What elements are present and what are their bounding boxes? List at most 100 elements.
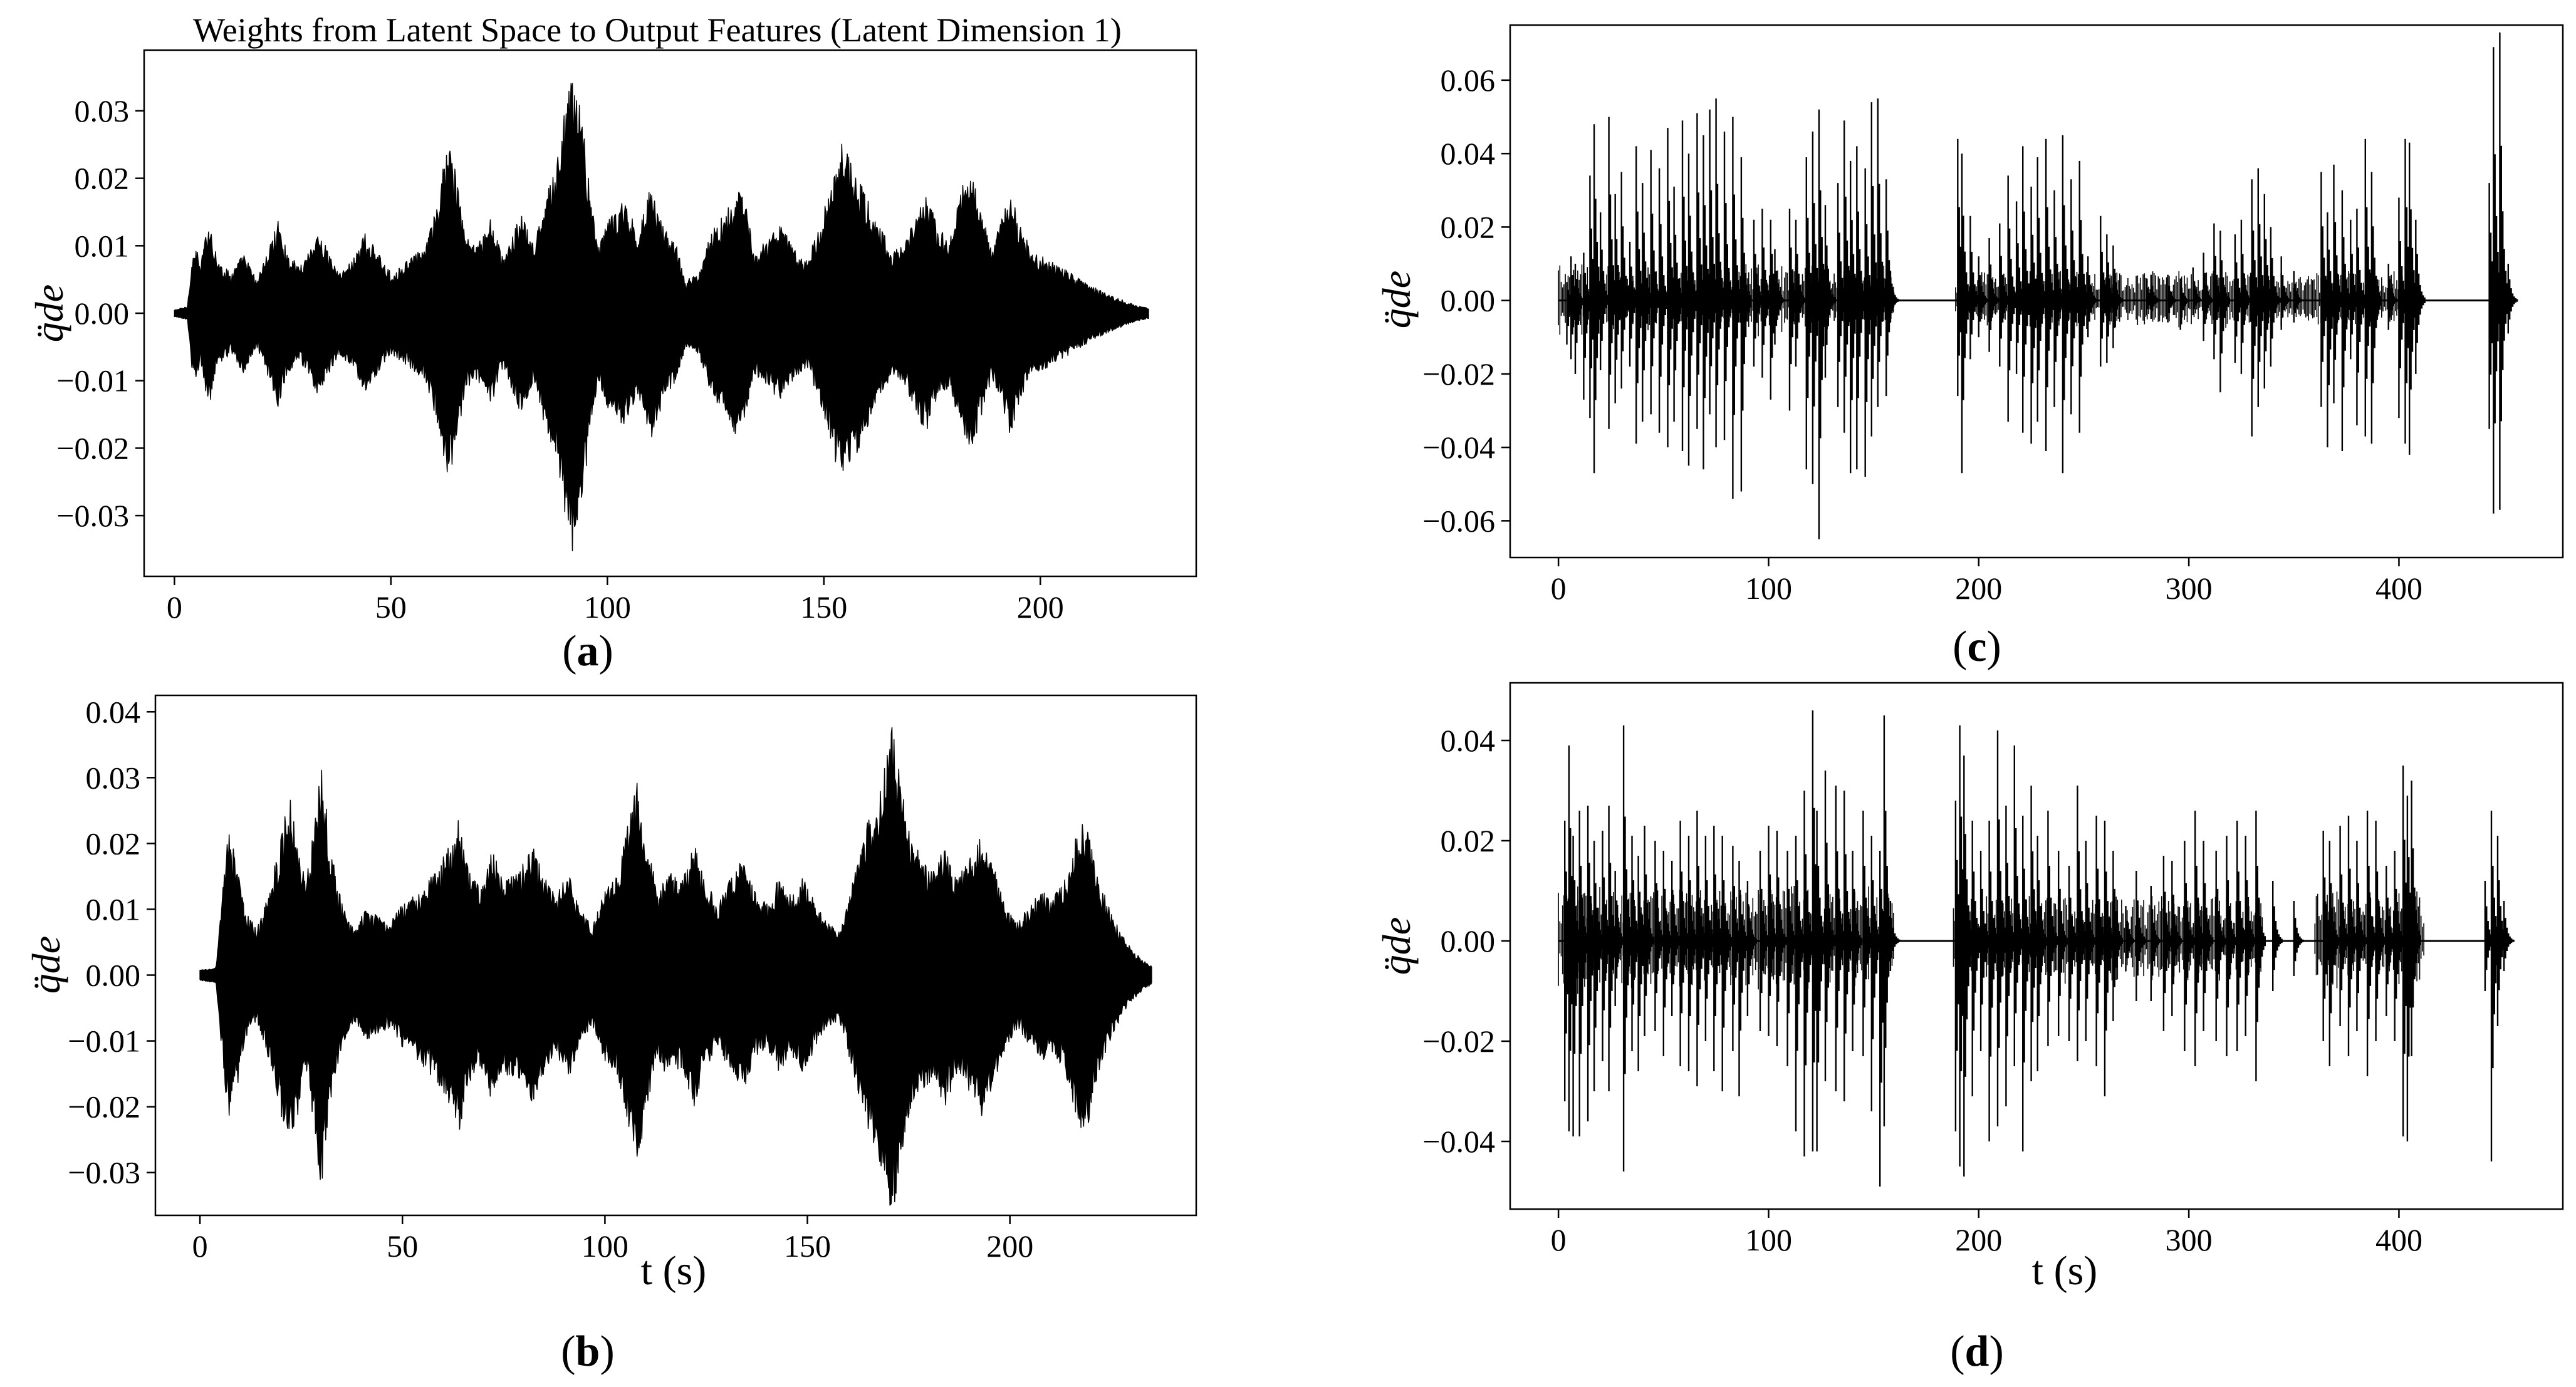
panel-c-y-label: q̈de <box>1374 271 1419 328</box>
panel-b-signal-trace <box>199 727 1152 1206</box>
panel-b-y-tick-label: 0.01 <box>86 891 141 927</box>
panel-c-signal <box>1558 32 2518 539</box>
panel-c-spike <box>1753 219 1764 367</box>
panel-b-x-tick-label: 150 <box>784 1229 831 1264</box>
panel-d-spike <box>2293 901 2304 976</box>
panel-b-y-tick-label: 0.02 <box>86 826 141 861</box>
panel-b-x-axis: 0 50 100 150 200 <box>192 1215 1033 1264</box>
panel-c-x-axis: 0 100 200 300 400 <box>1551 558 2422 606</box>
panel-a-y-axis: −0.03 −0.02 −0.01 0.00 0.01 0.02 0.03 <box>56 93 144 533</box>
panel-d-spike <box>1721 836 1733 1091</box>
panel-d-y-axis: −0.04 −0.02 0.00 0.02 0.04 <box>1422 723 1510 1159</box>
panel-d-spike <box>1862 811 1873 1056</box>
panel-d-y-tick-label: 0.02 <box>1441 823 1496 858</box>
panel-d-y-label: q̈de <box>1374 917 1419 975</box>
panel-d-spike <box>2125 906 2136 971</box>
panel-d: −0.04 −0.02 0.00 0.02 0.04 0 100 200 300 400 q̈d… <box>1374 682 2564 1376</box>
panel-c-spike <box>1715 98 1726 448</box>
panel-c-spike <box>1642 183 1652 422</box>
panel-c-spike <box>2203 252 2214 341</box>
panel-d-spike <box>1824 771 1835 1081</box>
panel-d-x-tick-label: 100 <box>1745 1222 1792 1257</box>
panel-b-x-tick-label: 100 <box>581 1229 628 1264</box>
panel-c-spike <box>2387 264 2399 330</box>
panel-c-spike <box>2007 175 2018 422</box>
panel-d-spike <box>2022 816 2033 1151</box>
panel-d-spike <box>2013 745 2025 1066</box>
panel-c-spike <box>2341 190 2352 451</box>
panel-d-spike <box>1713 826 1724 1071</box>
panel-c-spike <box>1723 132 1734 440</box>
panel-c-spike <box>1574 264 1585 374</box>
panel-d-spike <box>1786 851 1798 1066</box>
panel-d-spike <box>1671 861 1682 1016</box>
panel-a-x-tick-label: 0 <box>167 590 182 625</box>
panel-b-y-tick-label: 0.04 <box>86 694 141 729</box>
panel-c-spike <box>2036 157 2048 422</box>
panel-b-x-tick-label: 200 <box>986 1229 1033 1264</box>
panel-c-spike <box>2087 256 2098 338</box>
panel-c-plot-frame <box>1509 24 2564 559</box>
panel-d-spike <box>1679 821 1691 1066</box>
panel-a-x-tick-label: 200 <box>1017 590 1064 625</box>
panel-d-spike <box>1979 851 1991 1051</box>
panel-c-spike <box>1774 249 1785 345</box>
panel-a-x-tick-label: 50 <box>375 590 407 625</box>
panel-d-spike <box>1803 791 1815 1156</box>
panel-b-caption: (b) <box>561 1327 615 1376</box>
panel-c-spike <box>1732 117 1743 499</box>
panel-d-spike <box>1593 841 1604 1091</box>
panel-c-spike <box>2192 267 2203 316</box>
panel-d-spike <box>2058 851 2068 1036</box>
panel-b-y-tick-label: 0.03 <box>86 760 141 795</box>
panel-c-spike <box>2415 219 2426 374</box>
panel-a-y-tick-label: 0.00 <box>75 296 130 331</box>
panel-c-spike <box>1673 186 1684 422</box>
panel-c-spike <box>2356 209 2367 425</box>
panel-d-spike <box>2386 866 2396 1016</box>
panel-b-caption-letter: b <box>576 1327 600 1376</box>
panel-a-y-tick-label: 0.02 <box>75 161 130 196</box>
panel-c-spike <box>2022 146 2033 433</box>
panel-c-spike <box>2112 245 2123 348</box>
panel-d-spike <box>2104 821 2115 1096</box>
panel-c-spike <box>1687 153 1699 466</box>
panel-d-spike <box>1696 811 1707 1086</box>
panel-d-spike <box>2112 851 2123 1021</box>
panel-d-y-tick-label: −0.02 <box>1422 1024 1495 1059</box>
panel-d-caption-letter: d <box>1965 1327 1989 1376</box>
panel-c: −0.06 −0.04 −0.02 0.00 0.02 0.04 0.06 0 100 200 3… <box>1374 24 2564 671</box>
panel-a-y-tick-label: 0.03 <box>75 93 130 128</box>
panel-d-x-label: t (s) <box>2032 1248 2097 1294</box>
panel-d-spike <box>1852 851 1863 1051</box>
panel-c-spike <box>1856 146 1867 470</box>
panel-c-y-tick-label: −0.02 <box>1422 356 1495 392</box>
panel-d-spike <box>2077 786 2087 1061</box>
panel-b-y-tick-label: −0.03 <box>68 1155 140 1190</box>
panel-d-spike <box>2236 821 2247 1051</box>
panel-a-y-tick-label: 0.01 <box>75 228 130 263</box>
panel-d-spike <box>1704 836 1716 1041</box>
panel-c-spike <box>1650 150 1661 415</box>
panel-a-y-label: q̈de <box>27 284 71 342</box>
panel-d-spike <box>2150 886 2161 1001</box>
panel-d-spike <box>1988 821 2000 1141</box>
panel-d-spike <box>1996 730 2008 1126</box>
panel-a-signal <box>174 83 1149 551</box>
panel-d-x-tick-label: 0 <box>1551 1222 1567 1257</box>
panel-d-spike <box>2215 851 2226 1041</box>
panel-d-spike <box>1835 786 1846 1091</box>
panel-c-spike <box>2062 135 2073 474</box>
panel-c-y-tick-label: 0.06 <box>1441 63 1496 98</box>
panel-b-x-tick-label: 0 <box>192 1229 208 1264</box>
panel-c-spike <box>1978 256 1989 338</box>
panel-d-spike <box>2375 821 2386 1041</box>
panel-d-spike <box>2245 836 2256 1036</box>
panel-a: Weights from Latent Space to Output Feat… <box>27 11 1197 675</box>
panel-a-signal-trace <box>174 83 1149 551</box>
panel-c-y-tick-label: −0.06 <box>1422 503 1495 538</box>
panel-c-spike <box>1795 219 1806 367</box>
panel-c-spike <box>2270 227 2281 367</box>
panel-d-spike <box>2226 836 2237 1056</box>
